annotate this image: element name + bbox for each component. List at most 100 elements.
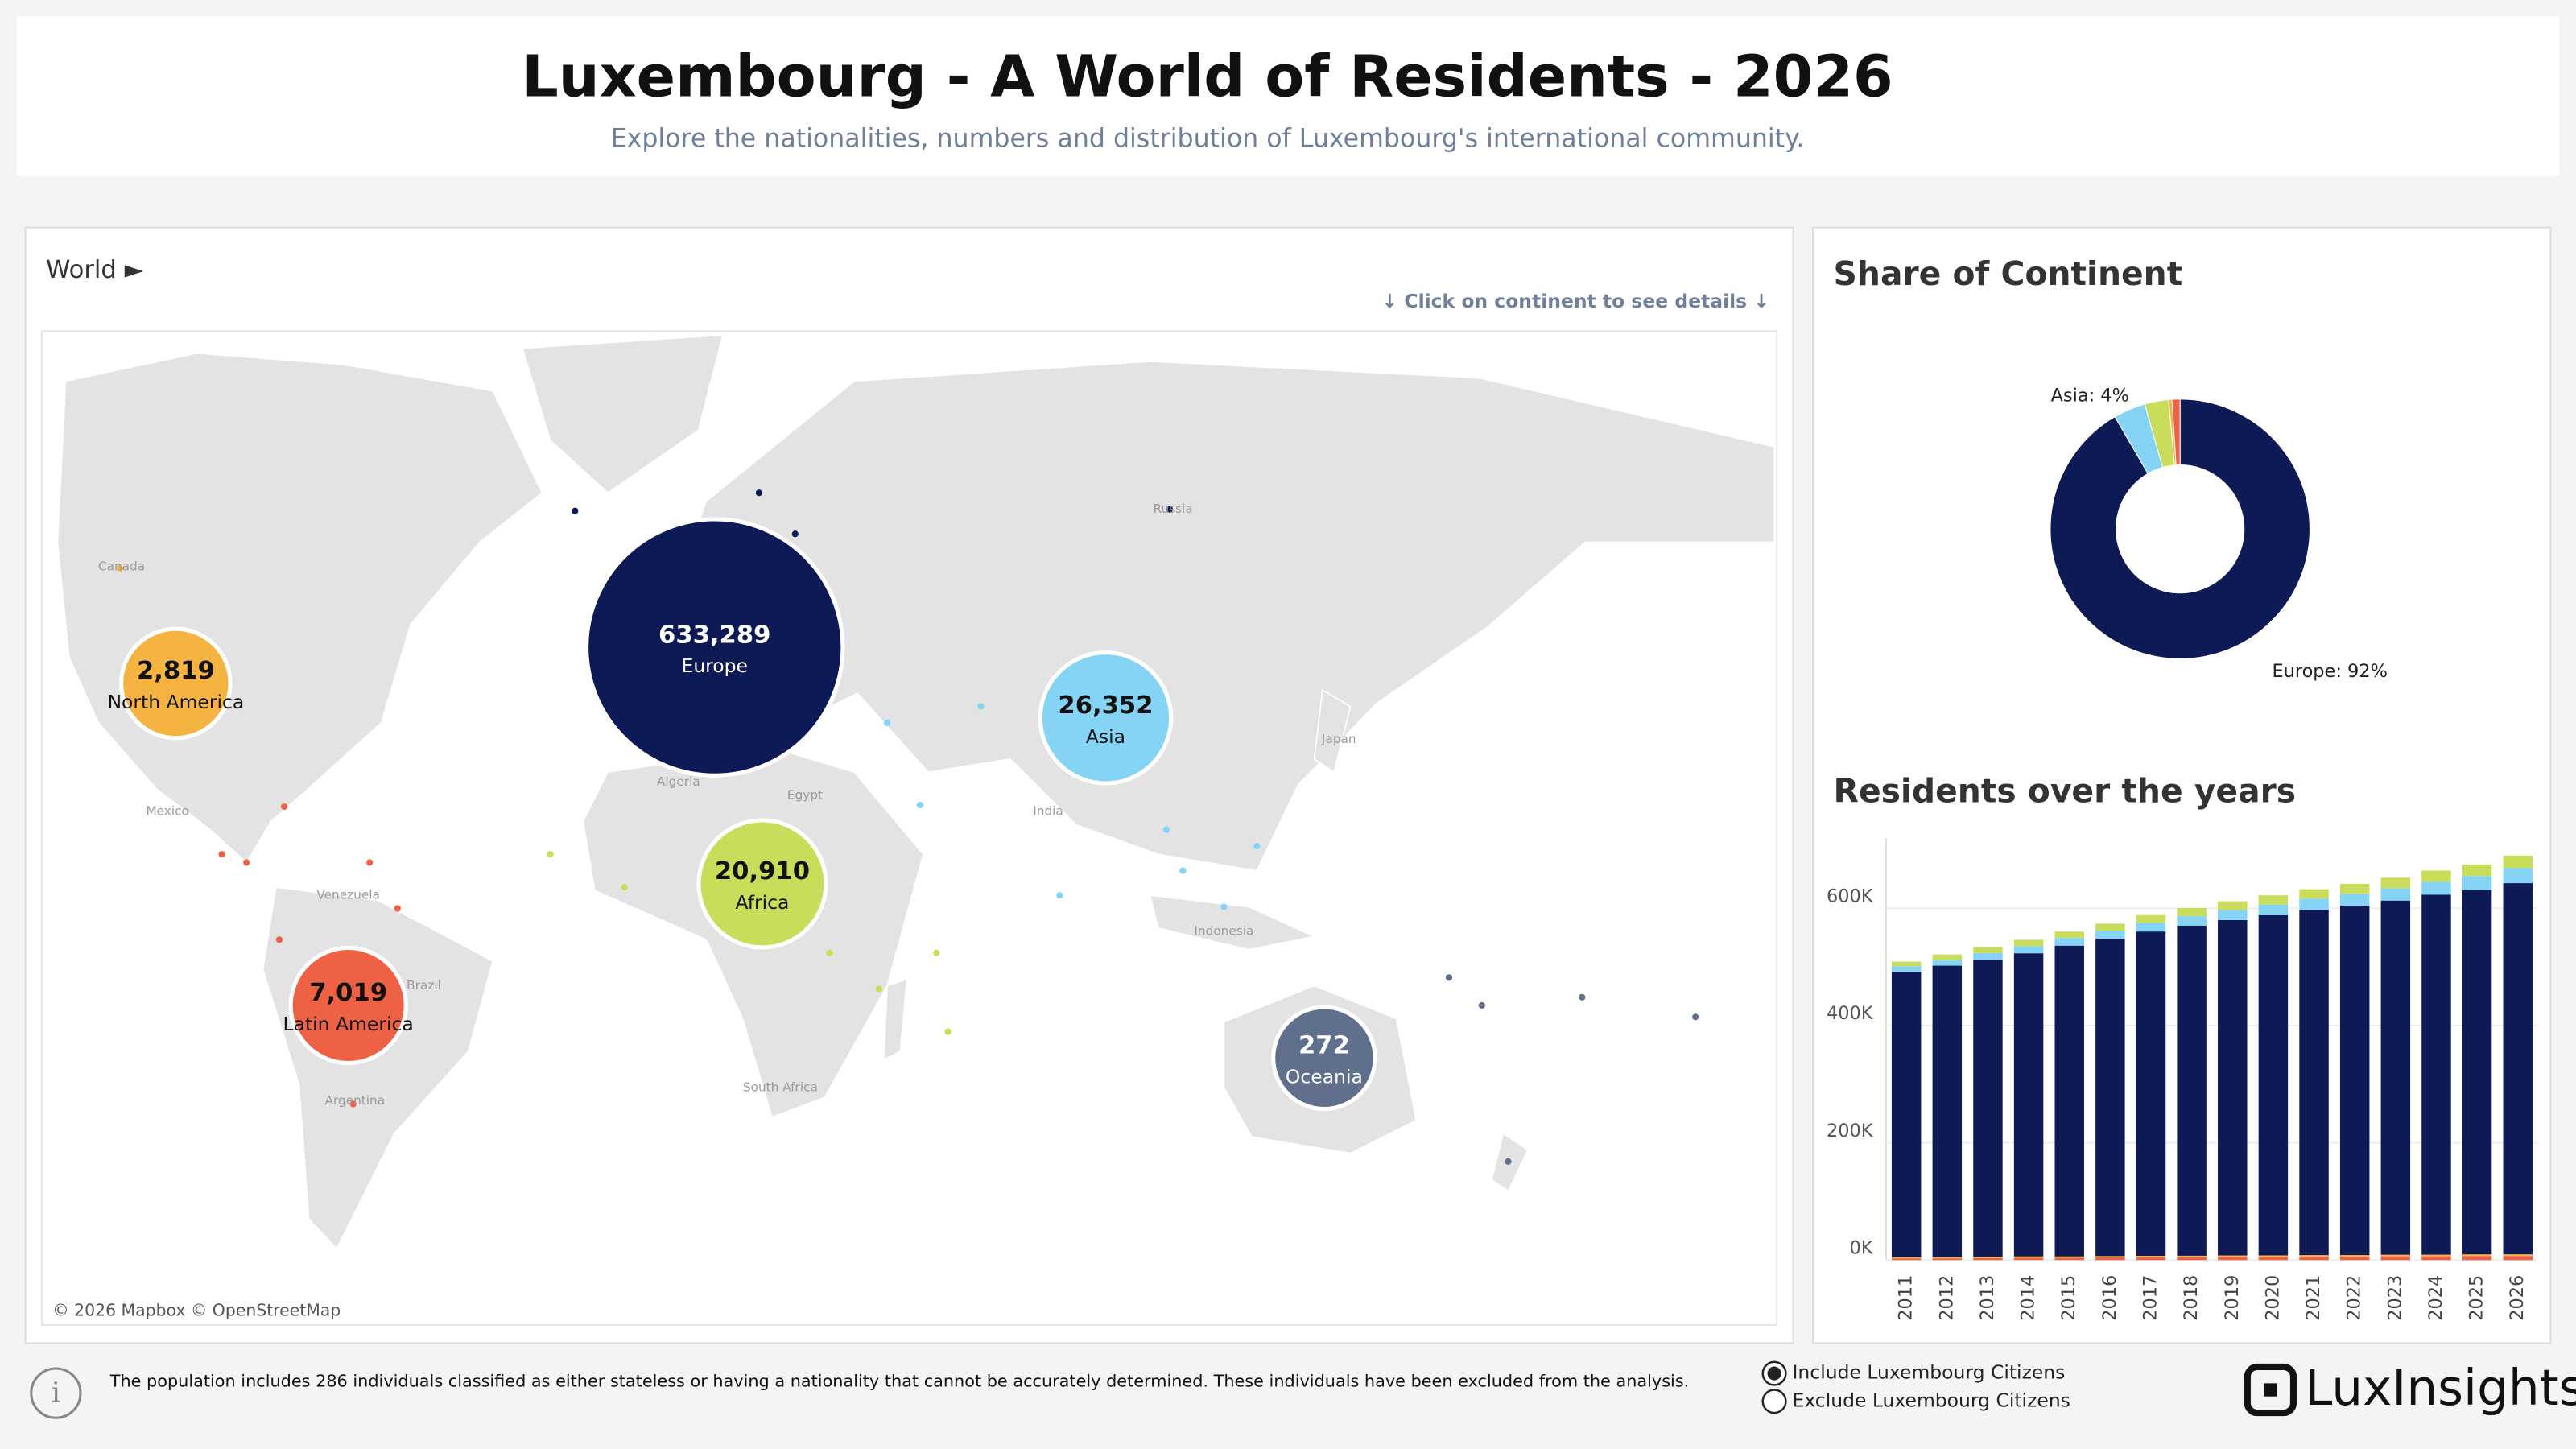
bar-segment (2462, 890, 2492, 1255)
bubble-value: 633,289 (658, 621, 770, 649)
footnote: The population includes 286 individuals … (109, 1371, 1690, 1390)
bar-segment (2136, 923, 2166, 932)
country-label: Russia (1154, 502, 1193, 516)
greenland (521, 334, 724, 494)
country-dot (1056, 892, 1063, 899)
country-dot (1162, 826, 1170, 833)
country-label: Venezuela (316, 888, 380, 902)
bar-segment (1973, 1257, 2003, 1258)
bubble-name: Latin America (283, 1013, 414, 1035)
bar-segment (2136, 931, 2166, 1256)
continent-bubble[interactable] (584, 517, 845, 778)
bar-segment (2218, 910, 2248, 920)
x-tick-label: 2020 (2262, 1275, 2283, 1321)
bar-title: Residents over the years (1834, 772, 2296, 811)
bar-segment (1932, 965, 1963, 1257)
breadcrumb[interactable]: World ► (46, 256, 143, 284)
radio-label[interactable]: Include Luxembourg Citizens (1793, 1361, 2066, 1384)
info-icon (30, 1367, 82, 1419)
page-title: Luxembourg - A World of Residents - 2026 (522, 43, 1893, 110)
country-dot (1445, 974, 1453, 981)
x-tick-label: 2024 (2425, 1275, 2446, 1321)
country-dot (621, 883, 628, 891)
bar-segment (2380, 1254, 2411, 1257)
country-dot (572, 507, 579, 514)
bar-segment (2380, 877, 2411, 889)
bar-segment (2013, 946, 2044, 954)
bar-segment (2503, 1254, 2533, 1257)
country-dots (116, 489, 1699, 1165)
continent-bubble[interactable] (288, 945, 408, 1066)
bar-segment (1891, 961, 1922, 967)
bar-segment (2503, 855, 2533, 869)
x-tick-label: 2021 (2303, 1275, 2324, 1321)
country-dot (218, 851, 225, 858)
x-tick-label: 2017 (2140, 1275, 2161, 1321)
y-tick-label: 400K (1827, 1003, 1874, 1024)
bar-segment (1891, 971, 1922, 1257)
country-dot (275, 936, 283, 943)
bar-segment (1973, 952, 2003, 960)
x-tick-label: 2026 (2507, 1275, 2528, 1321)
y-tick-label: 0K (1850, 1238, 1874, 1259)
bar-segment (2421, 870, 2451, 882)
bar-segment (2299, 889, 2329, 899)
x-tick-label: 2011 (1896, 1275, 1917, 1321)
country-dot (1253, 842, 1261, 850)
bar-segment (2462, 1254, 2492, 1257)
bar-segment (2258, 895, 2289, 905)
country-label: Brazil (407, 978, 441, 993)
country-dot (243, 859, 250, 866)
country-dot (349, 1100, 357, 1108)
logo-text: LuxInsights (2305, 1360, 2576, 1417)
bar-segment (2299, 898, 2329, 910)
continent-bubble[interactable] (1038, 650, 1174, 786)
japan (1313, 688, 1352, 774)
continent-bubble[interactable] (119, 626, 233, 741)
donut-slice (2171, 398, 2181, 466)
bar-segment (2177, 907, 2207, 917)
country-dot (944, 1028, 952, 1035)
country-dot (916, 801, 923, 809)
bar-segment (2177, 1257, 2207, 1261)
continent-bubble[interactable] (696, 818, 828, 950)
continent-bubble[interactable] (1271, 1005, 1377, 1112)
radio-button[interactable] (1761, 1389, 1787, 1414)
country-label: Canada (98, 559, 145, 574)
bar-segment (2136, 914, 2166, 923)
bar-segment (2013, 1257, 2044, 1261)
country-dot (116, 565, 124, 572)
bar-segment (2339, 1256, 2370, 1261)
bar-segment (2013, 939, 2044, 947)
bubble-value: 20,910 (715, 857, 810, 886)
bar-segment (1932, 1258, 1963, 1261)
x-tick-label: 2012 (1936, 1275, 1957, 1321)
country-dot (1179, 867, 1187, 874)
bubble-name: Europe (682, 654, 748, 677)
bar-segment (2462, 876, 2492, 890)
country-dot (826, 949, 833, 956)
x-tick-label: 2022 (2344, 1275, 2365, 1321)
radio-label[interactable]: Exclude Luxembourg Citizens (1793, 1389, 2070, 1411)
country-dot (1505, 1158, 1512, 1165)
bar-segment (2258, 1255, 2289, 1257)
bar-segment (2258, 914, 2289, 1256)
bubble-value: 7,019 (309, 979, 387, 1007)
bar-segment (2218, 901, 2248, 910)
bar-segment (2095, 1257, 2125, 1261)
country-dot (933, 949, 940, 956)
bar-segment (1932, 960, 1963, 966)
bar-segment (2054, 938, 2084, 946)
country-dot (1220, 903, 1228, 910)
country-label: South Africa (743, 1080, 818, 1095)
bar-segment (2299, 1256, 2329, 1261)
country-dot (883, 719, 891, 727)
bar-segment (2136, 1255, 2166, 1257)
bar-segment (2177, 916, 2207, 926)
bar-segment (1932, 954, 1963, 960)
country-label: Indonesia (1194, 924, 1253, 939)
bubble-name: Asia (1086, 725, 1125, 748)
country-label: Argentina (325, 1093, 386, 1108)
bar-segment (2339, 894, 2370, 906)
